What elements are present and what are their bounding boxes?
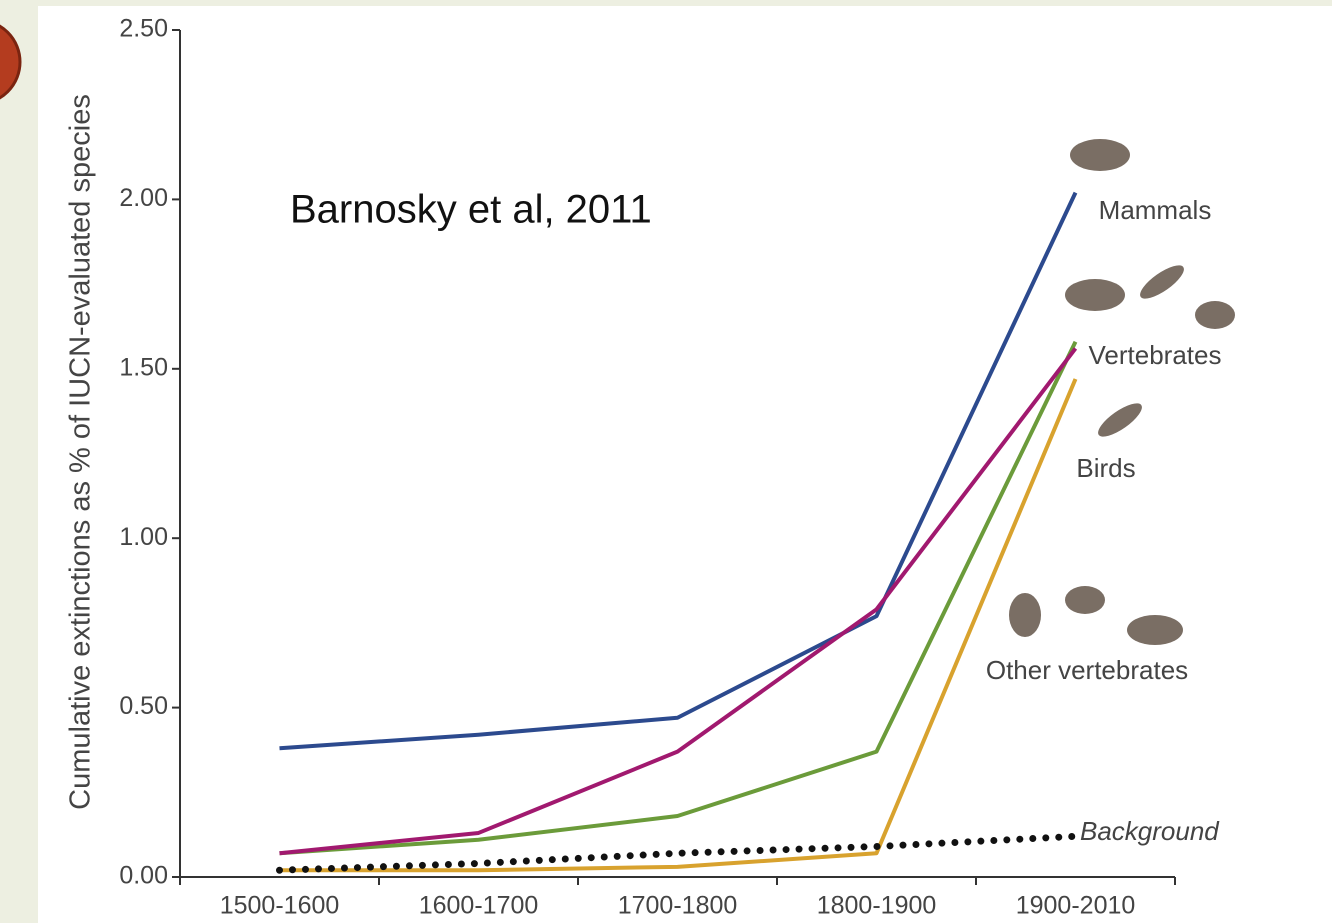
dotted-line bbox=[276, 832, 1079, 874]
x-tick-label: 1500-1600 bbox=[220, 892, 340, 920]
y-tick-label: 2.50 bbox=[119, 15, 168, 43]
series-label: Other vertebrates bbox=[986, 655, 1188, 685]
y-tick-label: 1.50 bbox=[119, 353, 168, 381]
y-axis-label: Cumulative extinctions as % of IUCN-eval… bbox=[65, 94, 97, 810]
mammal-icon bbox=[1070, 139, 1130, 171]
x-tick-label: 1600-1700 bbox=[419, 892, 539, 920]
frog-icon bbox=[1195, 301, 1235, 329]
series-label: Background bbox=[1080, 816, 1220, 846]
icons bbox=[1009, 139, 1235, 645]
bird-icon bbox=[1140, 265, 1184, 299]
series-label: Mammals bbox=[1099, 195, 1212, 225]
y-tick-label: 0.00 bbox=[119, 862, 168, 890]
y-tick-label: 1.00 bbox=[119, 523, 168, 551]
bird-icon-2 bbox=[1098, 403, 1142, 437]
snake-icon bbox=[1009, 593, 1041, 637]
deer-icon bbox=[1065, 279, 1125, 311]
series-line bbox=[279, 340, 1078, 856]
series-line bbox=[279, 347, 1078, 856]
x-tick-label: 1800-1900 bbox=[817, 892, 937, 920]
x-tick-label: 1900-2010 bbox=[1016, 892, 1136, 920]
x-tick-label: 1700-1800 bbox=[618, 892, 738, 920]
series-label: Birds bbox=[1076, 453, 1135, 483]
decor-circle bbox=[0, 24, 22, 100]
y-tick-label: 0.50 bbox=[119, 692, 168, 720]
frog-icon-2 bbox=[1065, 586, 1105, 614]
series-line bbox=[279, 191, 1078, 751]
series-line bbox=[279, 378, 1078, 873]
series-label: Vertebrates bbox=[1089, 340, 1222, 370]
annotation: Barnosky et al, 2011 bbox=[290, 188, 652, 232]
slide-panel bbox=[38, 6, 1332, 923]
y-tick-label: 2.00 bbox=[119, 184, 168, 212]
fish-icon bbox=[1127, 615, 1183, 645]
